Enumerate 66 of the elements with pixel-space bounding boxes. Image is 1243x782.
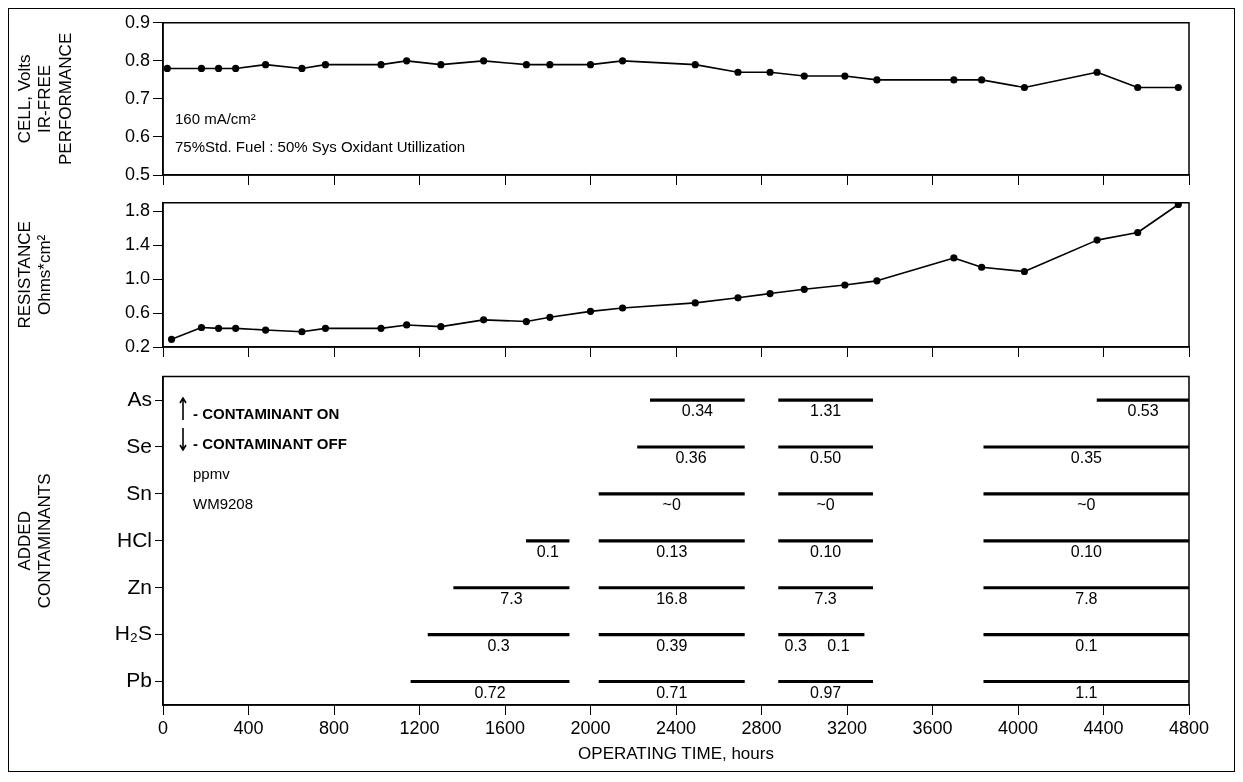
y-tick-label: 0.8: [124, 49, 150, 70]
annotation: 0.50: [810, 449, 842, 467]
annotation: 75%Std. Fuel : 50% Sys Oxidant Utillization: [175, 138, 466, 156]
y-tick-label: 0.7: [124, 87, 150, 108]
annotation: 7.8: [1075, 590, 1098, 608]
x-tick-label: 800: [318, 717, 350, 738]
y-tick-label: Pb: [126, 668, 152, 692]
y-tick-label: 1.4: [124, 234, 150, 255]
annotation: 0.3: [784, 637, 807, 655]
annotation: ~0: [816, 496, 835, 514]
annotation: 0.10: [810, 543, 842, 561]
y-tick-label: H₂S: [114, 621, 152, 645]
annotation: 0.1: [827, 637, 850, 655]
annotation: 0.1: [536, 543, 559, 561]
x-tick-label: 2400: [655, 717, 697, 738]
y-tick-label: 0.5: [124, 163, 150, 184]
y-tick-label: HCl: [117, 527, 152, 551]
x-tick-label: 4400: [1083, 717, 1124, 738]
y-tick-label: 0.6: [124, 125, 150, 146]
annotation: ppmv: [193, 464, 231, 482]
annotation: 0.72: [474, 683, 506, 701]
x-tick-label: 400: [233, 717, 264, 738]
annotation: 0.3: [487, 637, 510, 655]
annotation: 0.1: [1075, 637, 1098, 655]
y-tick-label: 0.9: [124, 11, 150, 32]
annotation: 0.10: [1070, 543, 1103, 561]
annotation: 0.53: [1127, 402, 1159, 420]
y-axis-title: ADDED CONTAMINANTS: [14, 473, 55, 609]
y-tick-label: Zn: [127, 574, 152, 598]
annotation: 1.1: [1075, 683, 1098, 701]
annotation: 160 mA/cm²: [175, 110, 256, 128]
annotation: 1.31: [810, 402, 842, 420]
x-tick-label: 3200: [826, 717, 868, 738]
annotation: 7.3: [500, 590, 523, 608]
x-tick-label: 4000: [997, 717, 1039, 738]
annotation: 0.34: [681, 402, 714, 420]
x-tick-label: 0: [157, 717, 169, 738]
annotation: 0.13: [656, 543, 688, 561]
y-tick-label: As: [127, 386, 152, 410]
annotation: ~0: [662, 496, 681, 514]
y-tick-label: 0.2: [124, 335, 150, 356]
annotation: WM9208: [193, 494, 254, 512]
x-tick-label: 3600: [912, 717, 953, 738]
x-tick-label: 2800: [741, 717, 782, 738]
annotation: 0.97: [810, 683, 842, 701]
annotation: - CONTAMINANT ON: [193, 404, 340, 422]
annotation: 0.36: [675, 449, 707, 467]
annotation: - CONTAMINANT OFF: [193, 434, 347, 452]
annotation: 16.8: [656, 590, 688, 608]
annotation: 0.39: [656, 637, 688, 655]
x-tick-label: 1600: [484, 717, 526, 738]
x-tick-label: 1200: [399, 717, 440, 738]
x-axis-title: OPERATING TIME, hours: [578, 744, 774, 764]
annotation: 7.3: [814, 590, 837, 608]
y-tick-label: Se: [126, 433, 152, 457]
y-tick-label: 1.8: [124, 200, 150, 221]
x-tick-label: 2000: [570, 717, 611, 738]
y-axis-title: RESISTANCE Ohms*cm²: [14, 221, 55, 329]
y-tick-label: Sn: [126, 480, 152, 504]
y-tick-label: 0.6: [124, 302, 150, 323]
annotation: ~0: [1077, 496, 1096, 514]
x-tick-label: 4800: [1168, 717, 1210, 738]
y-axis-title: CELL, Volts IR-FREE PERFORMANCE: [14, 32, 75, 166]
annotation: 0.35: [1070, 449, 1103, 467]
annotation: 0.71: [656, 683, 688, 701]
y-tick-label: 1.0: [124, 268, 150, 289]
